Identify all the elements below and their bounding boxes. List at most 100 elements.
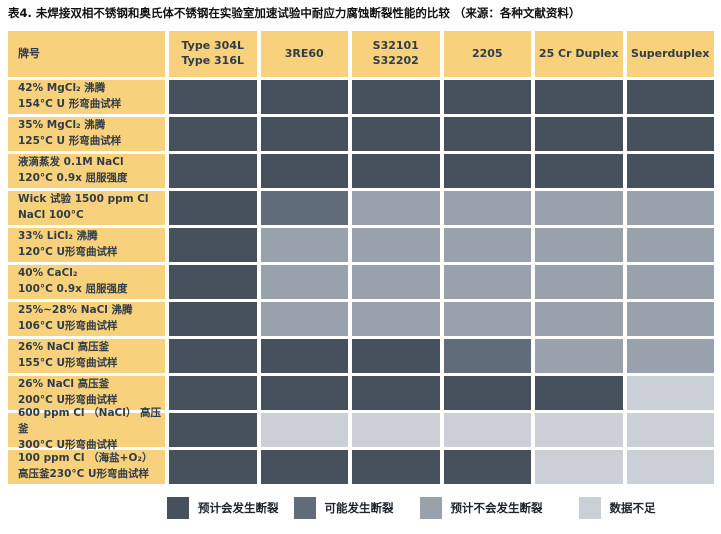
rating-cell-r5-c3 [352, 228, 440, 262]
rating-cell-r3-c4 [443, 154, 531, 188]
rating-cell-r10-c6 [626, 413, 714, 447]
rating-cell-r5-c6 [626, 228, 714, 262]
rating-cell-r11-c3 [352, 450, 440, 484]
rating-cell-r1-c4 [443, 80, 531, 114]
column-header-3: S32101 S32202 [352, 31, 440, 77]
rating-cell-r9-c6 [626, 376, 714, 410]
rating-cell-r6-c4 [443, 265, 531, 299]
legend-label: 预计不会发生断裂 [450, 501, 543, 515]
rating-cell-r9-c3 [352, 376, 440, 410]
rating-cell-r1-c2 [260, 80, 348, 114]
rating-cell-r1-c1 [169, 80, 257, 114]
column-header-1: Type 304L Type 316L [169, 31, 257, 77]
rating-cell-r5-c4 [443, 228, 531, 262]
rating-cell-r3-c1 [169, 154, 257, 188]
rating-cell-r10-c5 [535, 413, 623, 447]
rating-cell-r7-c4 [443, 302, 531, 336]
rating-cell-r4-c3 [352, 191, 440, 225]
legend-label: 可能发生断裂 [324, 501, 394, 515]
rating-cell-r11-c4 [443, 450, 531, 484]
rating-cell-r5-c1 [169, 228, 257, 262]
legend-item: 可能发生断裂 [293, 497, 394, 519]
rating-cell-r2-c6 [626, 117, 714, 151]
rating-cell-r4-c6 [626, 191, 714, 225]
legend-swatch [419, 497, 442, 519]
row-label: Wick 试验 1500 ppm Cl NaCl 100°C [8, 191, 165, 225]
rating-cell-r11-c6 [626, 450, 714, 484]
row-label: 40% CaCl₂ 100°C 0.9x 屈服强度 [8, 265, 165, 299]
row-label: 35% MgCl₂ 沸腾 125°C U 形弯曲试样 [8, 117, 165, 151]
rating-cell-r6-c5 [535, 265, 623, 299]
rating-cell-r3-c6 [626, 154, 714, 188]
legend-label: 数据不足 [609, 501, 656, 515]
table-figure: 表4. 未焊接双相不锈钢和奥氏体不锈钢在实验室加速试验中耐应力腐蚀断裂性能的比较… [8, 6, 714, 519]
rating-cell-r10-c4 [443, 413, 531, 447]
rating-cell-r11-c2 [260, 450, 348, 484]
rating-cell-r9-c1 [169, 376, 257, 410]
rating-cell-r6-c3 [352, 265, 440, 299]
column-header-5: 25 Cr Duplex [535, 31, 623, 77]
row-label: 42% MgCl₂ 沸腾 154°C U 形弯曲试样 [8, 80, 165, 114]
rating-cell-r2-c3 [352, 117, 440, 151]
column-header-2: 3RE60 [260, 31, 348, 77]
row-label: 33% LiCl₂ 沸腾 120°C U形弯曲试样 [8, 228, 165, 262]
legend: 预计会发生断裂 可能发生断裂 预计不会发生断裂 数据不足 [167, 497, 714, 519]
row-label: 100 ppm Cl （海盐+O₂） 高压釜230°C U形弯曲试样 [8, 450, 165, 484]
legend-item: 数据不足 [578, 497, 656, 519]
rating-cell-r11-c5 [535, 450, 623, 484]
comparison-table: 牌号 Type 304L Type 316L 3RE60 S32101 S32202… [8, 31, 714, 484]
column-header-4: 2205 [443, 31, 531, 77]
rating-cell-r4-c5 [535, 191, 623, 225]
rating-cell-r8-c3 [352, 339, 440, 373]
rating-cell-r8-c1 [169, 339, 257, 373]
rating-cell-r6-c6 [626, 265, 714, 299]
rating-cell-r5-c5 [535, 228, 623, 262]
row-label: 液滴蒸发 0.1M NaCl 120°C 0.9x 屈服强度 [8, 154, 165, 188]
rating-cell-r9-c4 [443, 376, 531, 410]
rating-cell-r6-c2 [260, 265, 348, 299]
rating-cell-r7-c5 [535, 302, 623, 336]
rating-cell-r6-c1 [169, 265, 257, 299]
rating-cell-r3-c2 [260, 154, 348, 188]
rating-cell-r5-c2 [260, 228, 348, 262]
rating-cell-r7-c1 [169, 302, 257, 336]
rating-cell-r1-c3 [352, 80, 440, 114]
column-header-grade: 牌号 [8, 31, 165, 77]
rating-cell-r4-c2 [260, 191, 348, 225]
rating-cell-r8-c2 [260, 339, 348, 373]
rating-cell-r10-c1 [169, 413, 257, 447]
legend-item: 预计会发生断裂 [167, 497, 279, 519]
rating-cell-r1-c5 [535, 80, 623, 114]
rating-cell-r7-c6 [626, 302, 714, 336]
rating-cell-r7-c2 [260, 302, 348, 336]
row-label: 26% NaCl 高压釜 155°C U形弯曲试样 [8, 339, 165, 373]
column-header-6: Superduplex [626, 31, 714, 77]
rating-cell-r2-c5 [535, 117, 623, 151]
row-label: 25%~28% NaCl 沸腾 106°C U形弯曲试样 [8, 302, 165, 336]
rating-cell-r3-c3 [352, 154, 440, 188]
rating-cell-r2-c2 [260, 117, 348, 151]
rating-cell-r3-c5 [535, 154, 623, 188]
rating-cell-r1-c6 [626, 80, 714, 114]
legend-swatch [293, 497, 316, 519]
rating-cell-r8-c4 [443, 339, 531, 373]
rating-cell-r9-c2 [260, 376, 348, 410]
row-label: 26% NaCl 高压釜 200°C U形弯曲试样 [8, 376, 165, 410]
rating-cell-r4-c1 [169, 191, 257, 225]
legend-swatch [167, 497, 189, 519]
legend-label: 预计会发生断裂 [198, 501, 279, 515]
legend-item: 预计不会发生断裂 [419, 497, 543, 519]
row-label: 600 ppm Cl （NaCl） 高压釜 300°C U形弯曲试样 [8, 407, 165, 451]
rating-cell-r8-c6 [626, 339, 714, 373]
rating-cell-r7-c3 [352, 302, 440, 336]
rating-cell-r4-c4 [443, 191, 531, 225]
table-title: 表4. 未焊接双相不锈钢和奥氏体不锈钢在实验室加速试验中耐应力腐蚀断裂性能的比较… [8, 6, 581, 20]
rating-cell-r10-c3 [352, 413, 440, 447]
rating-cell-r2-c1 [169, 117, 257, 151]
rating-cell-r8-c5 [535, 339, 623, 373]
rating-cell-r9-c5 [535, 376, 623, 410]
rating-cell-r10-c2 [260, 413, 348, 447]
legend-swatch [578, 497, 601, 519]
rating-cell-r11-c1 [169, 450, 257, 484]
rating-cell-r2-c4 [443, 117, 531, 151]
